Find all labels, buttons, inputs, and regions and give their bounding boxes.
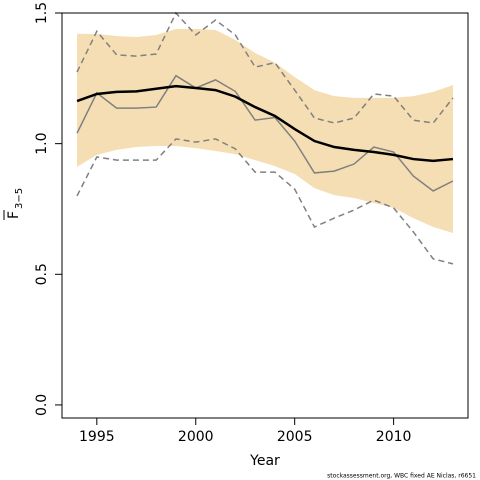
confidence-band (77, 28, 453, 234)
y-tick-label: 0.5 (34, 263, 50, 285)
x-axis-label: Year (249, 453, 280, 469)
y-axis-label-sub: 3−5 (14, 188, 25, 209)
y-axis-label-group: F 3−5 (3, 188, 25, 220)
line (76, 74, 454, 192)
y-tick-label: 1.0 (34, 133, 50, 155)
footer: stockassessment.org, WBC fixed AE Niclas… (327, 473, 476, 480)
y-tick-label: 0.0 (34, 394, 50, 416)
x-tick-label: 2005 (277, 429, 313, 445)
y-axis-label: F (6, 211, 22, 219)
dashed-line (76, 11, 454, 124)
dashed-line (76, 138, 454, 265)
line (76, 84, 454, 163)
y-tick-label: 1.5 (34, 2, 50, 24)
x-tick-label: 2000 (178, 429, 214, 445)
x-tick-label: 2010 (376, 429, 412, 445)
x-tick-label: 1995 (79, 429, 115, 445)
